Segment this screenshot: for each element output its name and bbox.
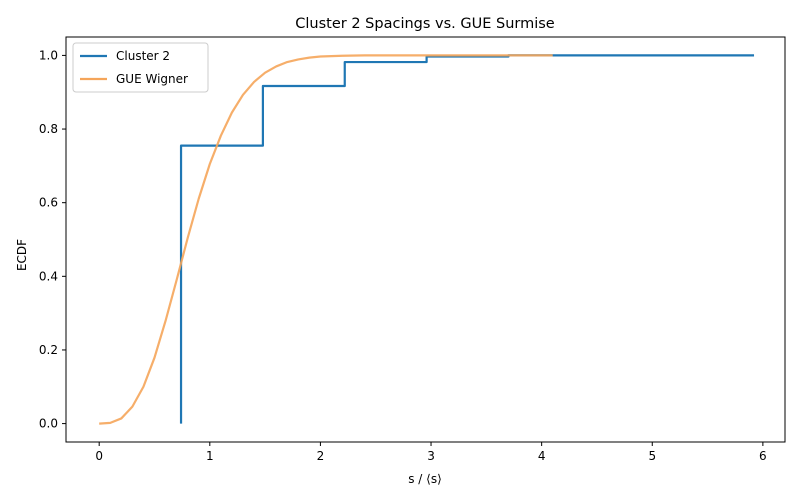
legend-label: GUE Wigner xyxy=(116,72,188,86)
chart-title: Cluster 2 Spacings vs. GUE Surmise xyxy=(295,16,555,32)
x-tick-label: 5 xyxy=(648,449,656,463)
x-tick-label: 4 xyxy=(538,449,546,463)
axes-frame xyxy=(65,36,786,443)
plot-area xyxy=(65,36,786,443)
x-tick-label: 3 xyxy=(427,449,435,463)
x-tick-label: 6 xyxy=(759,449,767,463)
y-axis-ticks: 0.0 0.2 0.4 0.6 0.8 1.0 xyxy=(39,48,66,431)
y-tick-label: 0.0 xyxy=(39,417,58,431)
x-tick-label: 1 xyxy=(206,449,214,463)
x-axis-ticks: 0 1 2 3 4 5 6 xyxy=(95,442,767,463)
y-axis-label: ECDF xyxy=(15,239,29,271)
y-tick-label: 0.6 xyxy=(39,196,58,210)
y-tick-label: 0.4 xyxy=(39,269,58,283)
x-axis-label: s / ⟨s⟩ xyxy=(408,472,442,486)
x-tick-label: 0 xyxy=(95,449,103,463)
series-line-cluster-2 xyxy=(179,54,755,424)
y-tick-label: 1.0 xyxy=(39,48,58,62)
series-line-gue-wigner xyxy=(99,54,553,425)
legend: Cluster 2 GUE Wigner xyxy=(72,42,209,93)
legend-label: Cluster 2 xyxy=(116,49,170,63)
x-tick-label: 2 xyxy=(317,449,325,463)
y-tick-label: 0.8 xyxy=(39,122,58,136)
y-tick-label: 0.2 xyxy=(39,343,58,357)
